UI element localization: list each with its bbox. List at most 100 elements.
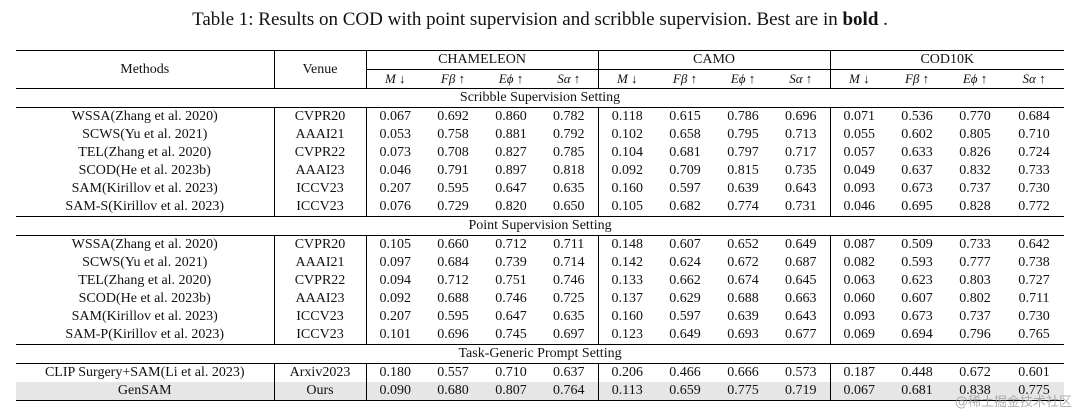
value-cell: 0.710 (1004, 126, 1064, 144)
value-cell: 0.063 (830, 272, 888, 290)
venue-cell: Ours (274, 382, 366, 401)
method-cell: SCOD(He et al. 2023b) (16, 162, 274, 180)
value-cell: 0.782 (540, 108, 598, 127)
value-cell: 0.672 (946, 364, 1004, 383)
value-cell: 0.573 (772, 364, 830, 383)
venue-header: Venue (274, 51, 366, 89)
value-cell: 0.711 (1004, 290, 1064, 308)
value-cell: 0.635 (540, 180, 598, 198)
caption-suffix: . (878, 9, 888, 30)
value-cell: 0.688 (424, 290, 482, 308)
value-cell: 0.737 (946, 180, 1004, 198)
value-cell: 0.595 (424, 180, 482, 198)
value-cell: 0.637 (888, 162, 946, 180)
value-cell: 0.791 (424, 162, 482, 180)
value-cell: 0.148 (598, 236, 656, 255)
value-cell: 0.207 (366, 180, 424, 198)
value-cell: 0.448 (888, 364, 946, 383)
value-cell: 0.509 (888, 236, 946, 255)
value-cell: 0.711 (540, 236, 598, 255)
value-cell: 0.797 (714, 144, 772, 162)
group-header-cod10k: COD10K (830, 51, 1064, 70)
value-cell: 0.682 (656, 198, 714, 217)
value-cell: 0.662 (656, 272, 714, 290)
value-cell: 0.067 (366, 108, 424, 127)
group-header-chameleon: CHAMELEON (366, 51, 598, 70)
value-cell: 0.681 (888, 382, 946, 401)
value-cell: 0.557 (424, 364, 482, 383)
value-cell: 0.738 (1004, 254, 1064, 272)
value-cell: 0.652 (714, 236, 772, 255)
metric-header-2-1: Fβ ↑ (888, 70, 946, 89)
value-cell: 0.725 (540, 290, 598, 308)
value-cell: 0.818 (540, 162, 598, 180)
value-cell: 0.775 (714, 382, 772, 401)
venue-cell: AAAI23 (274, 290, 366, 308)
venue-cell: CVPR20 (274, 236, 366, 255)
value-cell: 0.094 (366, 272, 424, 290)
section-title: Task-Generic Prompt Setting (16, 345, 1064, 364)
value-cell: 0.695 (888, 198, 946, 217)
value-cell: 0.092 (598, 162, 656, 180)
value-cell: 0.659 (656, 382, 714, 401)
value-cell: 0.733 (946, 236, 1004, 255)
venue-cell: ICCV23 (274, 180, 366, 198)
value-cell: 0.673 (888, 308, 946, 326)
value-cell: 0.645 (772, 272, 830, 290)
venue-cell: ICCV23 (274, 308, 366, 326)
value-cell: 0.708 (424, 144, 482, 162)
value-cell: 0.796 (946, 326, 1004, 345)
value-cell: 0.113 (598, 382, 656, 401)
method-cell: CLIP Surgery+SAM(Li et al. 2023) (16, 364, 274, 383)
value-cell: 0.060 (830, 290, 888, 308)
venue-cell: AAAI23 (274, 162, 366, 180)
value-cell: 0.803 (946, 272, 1004, 290)
value-cell: 0.046 (830, 198, 888, 217)
value-cell: 0.067 (830, 382, 888, 401)
value-cell: 0.660 (424, 236, 482, 255)
value-cell: 0.684 (1004, 108, 1064, 127)
value-cell: 0.832 (946, 162, 1004, 180)
metric-header-0-3: Sα ↑ (540, 70, 598, 89)
value-cell: 0.118 (598, 108, 656, 127)
value-cell: 0.731 (772, 198, 830, 217)
value-cell: 0.647 (482, 180, 540, 198)
value-cell: 0.633 (888, 144, 946, 162)
value-cell: 0.055 (830, 126, 888, 144)
venue-cell: ICCV23 (274, 198, 366, 217)
value-cell: 0.607 (888, 290, 946, 308)
metric-header-0-1: Fβ ↑ (424, 70, 482, 89)
value-cell: 0.730 (1004, 308, 1064, 326)
value-cell: 0.739 (482, 254, 540, 272)
results-table: Methods Venue CHAMELEON CAMO COD10K M ↓F… (16, 50, 1064, 401)
value-cell: 0.802 (946, 290, 1004, 308)
value-cell: 0.770 (946, 108, 1004, 127)
value-cell: 0.102 (598, 126, 656, 144)
value-cell: 0.712 (424, 272, 482, 290)
metric-header-0-2: Eϕ ↑ (482, 70, 540, 89)
value-cell: 0.649 (656, 326, 714, 345)
venue-cell: AAAI21 (274, 126, 366, 144)
value-cell: 0.795 (714, 126, 772, 144)
value-cell: 0.735 (772, 162, 830, 180)
value-cell: 0.637 (540, 364, 598, 383)
value-cell: 0.860 (482, 108, 540, 127)
value-cell: 0.745 (482, 326, 540, 345)
value-cell: 0.681 (656, 144, 714, 162)
value-cell: 0.187 (830, 364, 888, 383)
venue-cell: ICCV23 (274, 326, 366, 345)
value-cell: 0.684 (424, 254, 482, 272)
value-cell: 0.714 (540, 254, 598, 272)
metric-header-2-0: M ↓ (830, 70, 888, 89)
method-cell: GenSAM (16, 382, 274, 401)
value-cell: 0.639 (714, 308, 772, 326)
value-cell: 0.597 (656, 180, 714, 198)
value-cell: 0.694 (888, 326, 946, 345)
method-cell: SCWS(Yu et al. 2021) (16, 254, 274, 272)
value-cell: 0.053 (366, 126, 424, 144)
value-cell: 0.746 (540, 272, 598, 290)
value-cell: 0.765 (1004, 326, 1064, 345)
value-cell: 0.071 (830, 108, 888, 127)
